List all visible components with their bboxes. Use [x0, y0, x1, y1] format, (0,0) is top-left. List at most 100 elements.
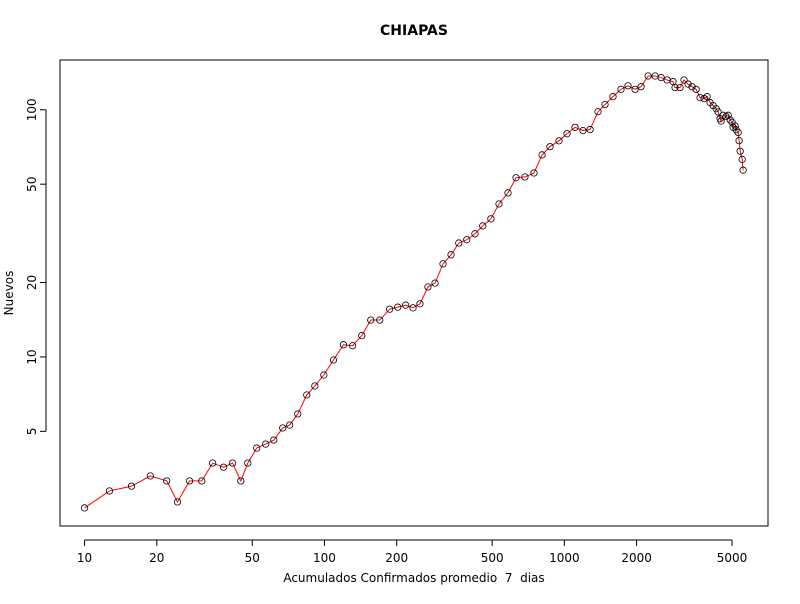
- data-point: [409, 304, 417, 312]
- data-point: [146, 472, 154, 480]
- data-point: [734, 128, 742, 136]
- data-point: [495, 200, 503, 208]
- data-point: [228, 459, 237, 467]
- data-point: [376, 316, 384, 324]
- data-point: [367, 316, 375, 324]
- data-point: [696, 94, 704, 102]
- data-point: [739, 166, 747, 174]
- data-point: [538, 151, 546, 159]
- data-point: [253, 444, 261, 452]
- data-point: [463, 236, 471, 244]
- data-point: [439, 260, 447, 268]
- x-tick-label: 10: [77, 551, 92, 565]
- data-point: [703, 93, 711, 101]
- data-point: [294, 410, 302, 418]
- data-point: [270, 436, 278, 444]
- x-tick-label: 200: [385, 551, 408, 565]
- data-point: [416, 300, 424, 308]
- data-point: [80, 504, 89, 512]
- data-point: [487, 215, 495, 223]
- data-point: [530, 169, 538, 177]
- data-point: [209, 459, 217, 467]
- chart-title: CHIAPAS: [380, 23, 448, 39]
- data-point: [339, 341, 348, 349]
- data-point: [579, 126, 587, 135]
- data-point: [722, 112, 730, 121]
- data-point: [386, 305, 394, 313]
- data-point: [732, 126, 740, 134]
- data-point: [726, 116, 734, 124]
- data-point: [262, 440, 270, 448]
- data-point: [657, 73, 665, 82]
- x-tick-label: 5000: [717, 551, 748, 565]
- data-point: [329, 356, 338, 364]
- y-tick-label: 5: [25, 428, 39, 436]
- data-point: [185, 477, 194, 485]
- data-point: [286, 421, 294, 429]
- data-point: [402, 301, 410, 309]
- data-line: [84, 75, 744, 509]
- data-point: [447, 251, 455, 259]
- data-point: [555, 137, 563, 145]
- data-point: [586, 125, 594, 134]
- y-axis-label: Nuevos: [2, 271, 16, 316]
- x-tick-label: 20: [149, 551, 164, 565]
- data-point: [738, 155, 746, 163]
- x-axis-label: Acumulados Confirmados promedio 7 dias: [283, 571, 544, 585]
- data-point: [471, 230, 479, 238]
- x-tick-label: 500: [481, 551, 504, 565]
- data-point: [692, 85, 700, 93]
- data-point: [394, 303, 402, 311]
- data-point: [163, 477, 171, 485]
- data-point: [127, 482, 136, 490]
- data-point: [609, 93, 617, 101]
- data-point: [105, 487, 114, 495]
- data-point: [736, 147, 744, 155]
- data-point: [479, 222, 487, 230]
- data-point: [731, 122, 739, 130]
- data-point: [624, 82, 632, 90]
- data-point: [594, 108, 602, 116]
- y-tick-label: 20: [25, 275, 39, 290]
- data-point: [637, 83, 645, 91]
- data-point: [644, 72, 652, 80]
- y-tick-label: 100: [25, 98, 39, 121]
- data-point: [714, 108, 722, 116]
- x-tick-label: 1000: [549, 551, 580, 565]
- x-tick-label: 100: [313, 551, 336, 565]
- data-point: [546, 143, 554, 151]
- data-point: [348, 342, 357, 350]
- y-tick-label: 10: [25, 349, 39, 364]
- data-point: [671, 83, 679, 92]
- data-point: [455, 239, 463, 247]
- x-tick-label: 50: [245, 551, 260, 565]
- data-point: [724, 111, 732, 119]
- data-point: [688, 83, 696, 91]
- data-point: [571, 123, 579, 131]
- data-point: [358, 331, 366, 340]
- data-point: [431, 279, 439, 287]
- data-point: [424, 283, 432, 291]
- data-point: [676, 83, 684, 92]
- data-point: [320, 371, 328, 379]
- data-point: [735, 137, 743, 145]
- data-point: [237, 477, 245, 485]
- data-point: [504, 189, 512, 197]
- data-point: [198, 477, 206, 485]
- data-point: [173, 498, 182, 506]
- data-point: [311, 382, 319, 390]
- y-tick-label: 50: [25, 177, 39, 192]
- data-point: [601, 100, 609, 109]
- plot-frame: [59, 59, 769, 527]
- data-point: [512, 174, 520, 182]
- data-point: [631, 85, 639, 93]
- data-point: [684, 80, 692, 88]
- data-point: [220, 463, 228, 471]
- x-tick-label: 2000: [621, 551, 652, 565]
- data-point: [279, 424, 287, 432]
- data-point: [303, 391, 311, 399]
- data-point: [521, 173, 529, 181]
- data-point: [244, 459, 252, 467]
- data-point: [563, 130, 571, 138]
